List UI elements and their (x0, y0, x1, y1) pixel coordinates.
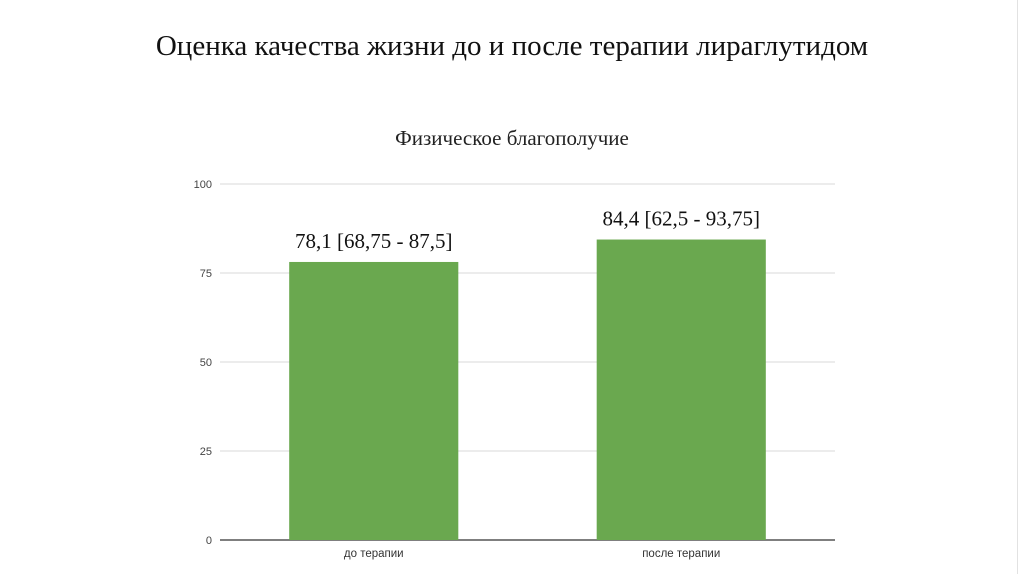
y-tick-label: 100 (194, 179, 212, 191)
y-tick-label: 0 (206, 535, 212, 547)
data-label: 84,4 [62,5 - 93,75] (603, 207, 760, 231)
data-label: 78,1 [68,75 - 87,5] (295, 229, 452, 253)
data-labels: 78,1 [68,75 - 87,5] 84,4 [62,5 - 93,75] (295, 207, 760, 253)
slide-title: Оценка качества жизни до и после терапии… (155, 30, 869, 62)
bars (289, 239, 766, 540)
x-axis: до терапии после терапии (344, 548, 720, 560)
slide-edge-line (1017, 0, 1018, 574)
y-tick-label: 50 (200, 357, 212, 369)
x-tick-label: до терапии (344, 548, 404, 560)
y-axis: 0 25 50 75 100 (194, 179, 212, 547)
y-tick-label: 75 (200, 268, 212, 280)
chart-title: Физическое благополучие (395, 126, 629, 150)
x-tick-label: после терапии (642, 548, 720, 560)
bar (289, 261, 459, 540)
y-tick-label: 25 (200, 446, 212, 458)
bar (596, 239, 766, 540)
